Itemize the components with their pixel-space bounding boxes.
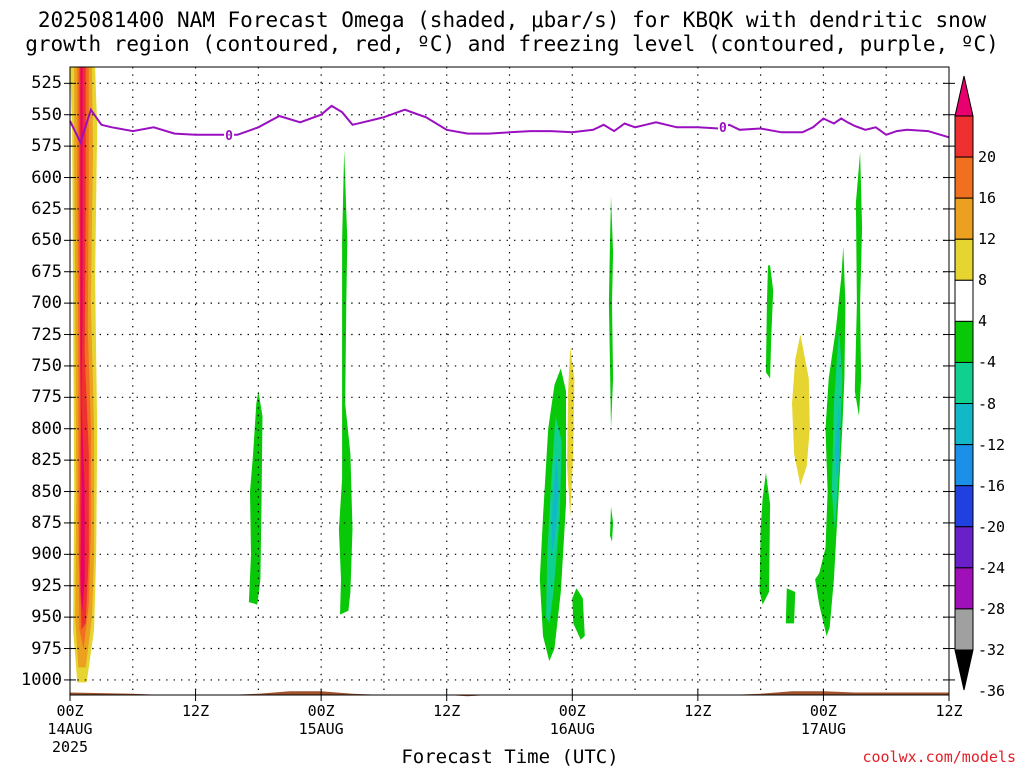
y-tick-label: 750 (31, 355, 62, 376)
colorbar-box-5 (954, 320, 974, 363)
x-tick-label: 00Z (809, 702, 837, 720)
y-tick-label: 775 (31, 387, 62, 408)
y-tick-label: 675 (31, 261, 62, 282)
x-tick-label: 00Z (56, 702, 84, 720)
y-tick-label: 900 (31, 544, 62, 565)
colorbar-label: 20 (978, 148, 997, 167)
y-tick-label: 800 (31, 418, 62, 439)
colorbar-label: -28 (978, 599, 1006, 618)
colorbar-box-10 (954, 526, 974, 569)
colorbar (954, 75, 974, 691)
colorbar-box-0 (954, 115, 974, 158)
y-tick-label: 825 (31, 450, 62, 471)
y-tick-label: 975 (31, 638, 62, 659)
colorbar-top-tip (954, 75, 974, 117)
colorbar-label: -36 (978, 682, 1006, 701)
omega-region-5 (248, 391, 263, 605)
terrain-fill (70, 691, 949, 697)
colorbar-box-11 (954, 567, 974, 610)
colorbar-label: -32 (978, 641, 1006, 659)
colorbar-label: -20 (978, 517, 1006, 536)
omega-region-13 (785, 588, 796, 624)
y-tick-label: 850 (31, 481, 62, 502)
omega-region-21 (792, 334, 810, 486)
x-date-label: 17AUG (800, 720, 846, 738)
y-tick-label: 525 (31, 73, 62, 94)
colorbar-label: 4 (978, 312, 988, 331)
colorbar-box-7 (954, 403, 974, 446)
freezing-label-bg-0 (224, 127, 235, 142)
x-date-label: 15AUG (298, 720, 344, 738)
omega-region-11 (765, 265, 774, 379)
x-tick-label: 12Z (182, 702, 210, 720)
colorbar-label: -24 (978, 558, 1006, 577)
x-tick-label: 12Z (433, 702, 461, 720)
terrain-area (70, 691, 949, 697)
colorbar-box-2 (954, 197, 974, 240)
omega-region-9 (608, 196, 614, 429)
omega-region-4 (80, 67, 85, 611)
y-tick-label: 550 (31, 104, 62, 125)
colorbar-label: -4 (978, 353, 997, 372)
omega-region-19 (834, 403, 841, 479)
omega-region-10 (610, 506, 614, 542)
axis-ticks (64, 82, 955, 701)
freezing-level-contour: 00 (69, 104, 950, 146)
freezing-label-bg-1 (717, 120, 728, 135)
colorbar-box-3 (954, 238, 974, 281)
colorbar-bottom-tip (954, 649, 974, 691)
x-tick-label: 12Z (684, 702, 712, 720)
colorbar-box-4 (954, 279, 974, 322)
colorbar-box-6 (954, 361, 974, 405)
colorbar-box-8 (954, 444, 974, 487)
x-tick-label: 00Z (558, 702, 586, 720)
omega-region-6 (338, 149, 353, 615)
colorbar-label: -16 (978, 476, 1006, 495)
y-tick-label: 925 (31, 575, 62, 596)
omega-region-12 (759, 472, 771, 605)
colorbar-label: 12 (978, 230, 997, 249)
colorbar-label: -12 (978, 435, 1006, 454)
omega-region-8 (572, 588, 585, 640)
x-axis-title: Forecast Time (UTC) (401, 746, 619, 768)
y-tick-label: 650 (31, 230, 62, 251)
freezing-level-label-0: 0 (225, 129, 233, 144)
y-tick-label: 1000 (21, 669, 62, 690)
grid-lines (70, 67, 949, 695)
colorbar-label: 8 (978, 271, 988, 290)
colorbar-label: 16 (978, 189, 997, 208)
y-tick-label: 625 (31, 198, 62, 219)
y-tick-label: 575 (31, 136, 62, 157)
year-label: 2025 (51, 738, 89, 756)
y-tick-label: 875 (31, 512, 62, 533)
colorbar-box-12 (954, 608, 974, 651)
omega-region-15 (854, 152, 863, 417)
x-tick-label: 12Z (935, 702, 963, 720)
plot-frame (69, 66, 950, 696)
freezing-level-label-1: 0 (719, 121, 727, 136)
colorbar-box-1 (954, 156, 974, 199)
x-tick-label: 00Z (307, 702, 335, 720)
x-date-label: 16AUG (549, 720, 595, 738)
y-tick-label: 600 (31, 167, 62, 188)
chart-title-line1: 2025081400 NAM Forecast Omega (shaded, μ… (37, 8, 987, 32)
y-tick-label: 725 (31, 324, 62, 345)
y-tick-label: 700 (31, 293, 62, 314)
y-tick-label: 950 (31, 607, 62, 628)
colorbar-box-9 (954, 485, 974, 528)
chart-title-line2: growth region (contoured, red, ºC) and f… (25, 32, 999, 56)
omega-region-18 (551, 453, 559, 555)
omega-region-14 (810, 246, 846, 636)
omega-region-20 (567, 347, 575, 517)
credit-link[interactable]: coolwx.com/models (862, 748, 1016, 766)
omega-shading (70, 67, 863, 683)
colorbar-label: -8 (978, 394, 997, 413)
x-date-label: 14AUG (47, 720, 93, 738)
